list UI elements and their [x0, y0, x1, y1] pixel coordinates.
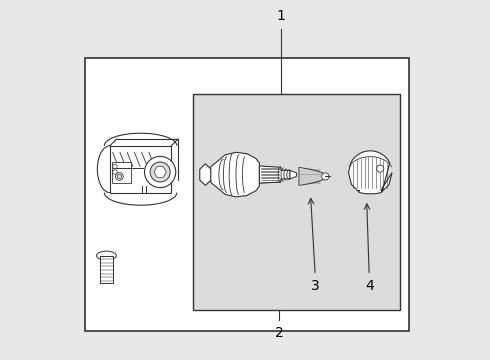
Polygon shape	[348, 151, 392, 194]
Ellipse shape	[97, 251, 116, 260]
Text: 1: 1	[276, 9, 286, 23]
Polygon shape	[154, 167, 166, 177]
Circle shape	[117, 174, 122, 179]
Text: 2: 2	[275, 326, 284, 340]
Polygon shape	[290, 170, 296, 179]
Bar	[193, 94, 400, 310]
Bar	[110, 146, 172, 193]
Circle shape	[113, 170, 117, 174]
Polygon shape	[200, 164, 211, 185]
Circle shape	[113, 164, 117, 168]
Circle shape	[150, 162, 170, 182]
Bar	[100, 256, 113, 283]
Polygon shape	[211, 152, 259, 197]
Text: 3: 3	[311, 279, 319, 293]
Polygon shape	[259, 166, 290, 183]
Circle shape	[377, 165, 384, 172]
Text: 4: 4	[365, 279, 373, 293]
Bar	[85, 58, 409, 331]
Circle shape	[321, 173, 329, 180]
Bar	[112, 162, 131, 183]
Polygon shape	[299, 167, 322, 185]
Circle shape	[116, 172, 123, 180]
Circle shape	[145, 156, 176, 188]
